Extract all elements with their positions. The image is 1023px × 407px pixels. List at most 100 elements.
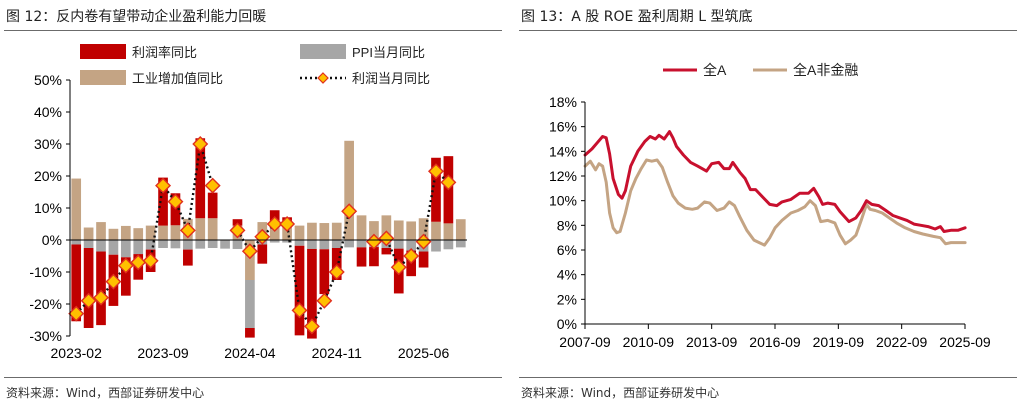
ppi-yoy-bar — [158, 240, 168, 248]
roe-all-a-nonfinancial-line — [583, 158, 967, 247]
industry-yoy-bar — [145, 225, 156, 240]
industry-yoy-bar — [393, 220, 404, 240]
profit-monthly-yoy-marker — [204, 177, 221, 194]
industry-yoy-bar — [294, 225, 305, 240]
legend-label: PPI当月同比 — [352, 45, 425, 60]
y-tick-label: -20% — [29, 296, 62, 312]
ppi-yoy-bar — [356, 240, 367, 248]
industry-yoy-bar — [418, 218, 429, 240]
profit-monthly-yoy-marker — [341, 203, 358, 220]
industry-yoy-bar — [381, 215, 392, 240]
industry-yoy-bar — [307, 222, 317, 240]
industry-yoy-bar — [443, 223, 454, 240]
y-tick-label: 0% — [42, 232, 62, 248]
profit-margin-yoy-bar — [319, 249, 330, 295]
industry-yoy-bar — [133, 228, 144, 240]
ppi-yoy-bar — [294, 240, 305, 246]
legend-swatch — [80, 44, 126, 59]
ppi-yoy-bar — [183, 240, 193, 250]
industry-yoy-bar — [108, 228, 119, 240]
profit-monthly-yoy-marker — [328, 264, 345, 280]
ppi-yoy-bar — [282, 240, 292, 243]
x-tick-label: 2025-09 — [939, 334, 991, 350]
x-tick-label: 2025-06 — [398, 345, 450, 361]
profit-margin-yoy-bar — [356, 247, 367, 267]
profit-monthly-yoy-marker — [80, 292, 97, 309]
y-tick-label: 8% — [557, 217, 577, 233]
ppi-yoy-bar — [207, 240, 218, 248]
profit-monthly-yoy-marker — [427, 163, 444, 180]
profit-monthly-yoy-marker — [279, 216, 296, 232]
ppi-yoy-bar — [455, 240, 466, 248]
legend-marker-swatch — [317, 72, 329, 84]
industry-yoy-bar — [96, 222, 106, 240]
profit-monthly-yoy-marker — [155, 177, 172, 194]
profit-monthly-yoy-marker — [142, 252, 159, 269]
ppi-yoy-bar — [431, 240, 441, 252]
profit-monthly-yoy-marker — [316, 292, 333, 309]
x-tick-label: 2022-09 — [876, 334, 928, 350]
ppi-yoy-bar — [83, 240, 94, 248]
ppi-yoy-bar — [120, 240, 131, 258]
x-tick-label: 2024-04 — [224, 345, 276, 361]
x-tick-label: 2007-09 — [559, 334, 611, 350]
industry-yoy-bar — [356, 215, 367, 240]
y-tick-label: 30% — [34, 136, 62, 152]
ppi-yoy-bar — [170, 240, 181, 249]
left-title-rule — [4, 30, 502, 31]
y-tick-label: 40% — [34, 104, 62, 120]
x-tick-label: 2024-11 — [312, 345, 363, 361]
legend-swatch — [300, 44, 346, 59]
industry-yoy-bar — [431, 221, 441, 240]
y-tick-label: 12% — [549, 168, 577, 184]
x-tick-label: 2019-09 — [813, 334, 865, 350]
y-tick-label: 2% — [557, 291, 577, 307]
profit-monthly-yoy-marker — [68, 305, 85, 322]
legend-label: 利润率同比 — [132, 45, 197, 60]
industry-yoy-bar — [245, 240, 255, 280]
ppi-yoy-bar — [145, 240, 156, 250]
profit-margin-yoy-bar — [71, 244, 82, 322]
x-tick-label: 2010-09 — [623, 334, 675, 350]
right-source-note: 资料来源：Wind，西部证券研发中心 — [521, 386, 720, 400]
profit-monthly-yoy-marker — [390, 259, 407, 276]
legend-label: 利润当月同比 — [352, 71, 430, 86]
ppi-yoy-bar — [96, 240, 106, 252]
profit-margin-yoy-bar — [294, 245, 305, 336]
profit-margin-yoy-bar — [183, 249, 193, 266]
roe-all-a-line — [583, 130, 967, 233]
profit-monthly-yoy-marker — [192, 136, 209, 152]
profit-margin-yoy-bar — [257, 244, 268, 264]
ppi-yoy-bar — [319, 240, 330, 250]
profit-margin-yoy-bar — [381, 248, 392, 255]
y-tick-label: -10% — [29, 264, 62, 280]
industry-yoy-bar — [170, 225, 181, 240]
profit-margin-yoy-bar — [96, 251, 106, 326]
ppi-yoy-bar — [331, 240, 342, 248]
profit-monthly-yoy-marker — [117, 257, 134, 274]
right-source-rule — [519, 377, 1017, 378]
y-tick-label: 4% — [557, 267, 577, 283]
profit-monthly-yoy-marker — [179, 222, 196, 239]
right-figure-title: 图 13：A 股 ROE 盈利周期 L 型筑底 — [521, 9, 753, 25]
industry-yoy-bar — [406, 221, 417, 240]
ppi-yoy-bar — [269, 240, 280, 243]
industry-yoy-bar — [455, 219, 466, 240]
profit-monthly-yoy-marker — [415, 233, 432, 250]
profit-margin-yoy-bar — [331, 248, 342, 280]
profit-margin-yoy-bar — [245, 328, 255, 338]
left-figure-title: 图 12：反内卷有望带动企业盈利能力回暖 — [6, 9, 267, 25]
profit-margin-yoy-bar — [158, 177, 168, 226]
y-tick-label: 10% — [34, 200, 62, 216]
industry-yoy-bar — [331, 222, 342, 240]
profit-margin-yoy-bar — [418, 251, 429, 268]
profit-monthly-yoy-marker — [241, 243, 258, 260]
ppi-yoy-bar — [71, 240, 82, 245]
profit-bar-chart: -30% -20% -10% 0% 10% 20% 30% 40% 50% 2023-02 2023… — [29, 44, 467, 361]
profit-margin-yoy-bar — [207, 192, 218, 219]
profit-monthly-yoy-marker — [403, 248, 420, 264]
legend-swatch — [80, 70, 126, 85]
industry-yoy-bar — [83, 227, 94, 240]
industry-yoy-bar — [344, 140, 354, 240]
profit-margin-yoy-bar — [195, 138, 206, 219]
